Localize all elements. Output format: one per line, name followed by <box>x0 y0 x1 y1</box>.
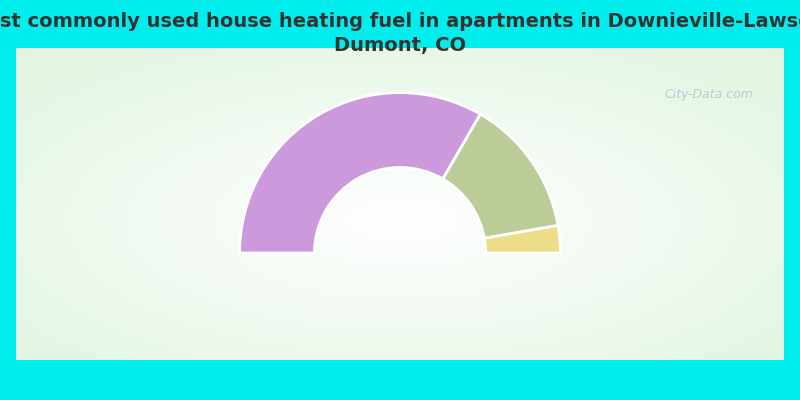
Wedge shape <box>484 226 561 253</box>
Text: Most commonly used house heating fuel in apartments in Downieville-Lawson-
Dumon: Most commonly used house heating fuel in… <box>0 12 800 54</box>
Wedge shape <box>443 114 558 238</box>
Text: City-Data.com: City-Data.com <box>664 88 753 101</box>
Wedge shape <box>239 92 480 253</box>
